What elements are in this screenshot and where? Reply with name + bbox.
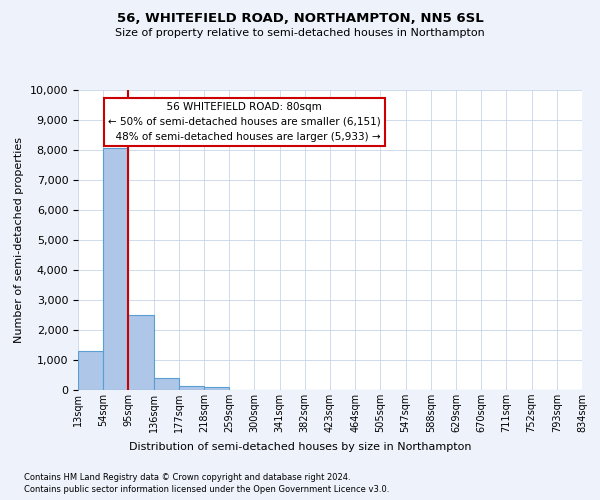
- Bar: [128, 315, 154, 390]
- Y-axis label: Number of semi-detached properties: Number of semi-detached properties: [14, 137, 24, 343]
- Bar: [179, 386, 204, 390]
- Bar: [204, 386, 229, 390]
- Bar: [154, 378, 179, 390]
- Text: 56, WHITEFIELD ROAD, NORTHAMPTON, NN5 6SL: 56, WHITEFIELD ROAD, NORTHAMPTON, NN5 6S…: [116, 12, 484, 26]
- Text: Contains HM Land Registry data © Crown copyright and database right 2024.: Contains HM Land Registry data © Crown c…: [24, 472, 350, 482]
- Bar: [78, 351, 103, 390]
- Text: Distribution of semi-detached houses by size in Northampton: Distribution of semi-detached houses by …: [129, 442, 471, 452]
- Text: Contains public sector information licensed under the Open Government Licence v3: Contains public sector information licen…: [24, 485, 389, 494]
- Text: Size of property relative to semi-detached houses in Northampton: Size of property relative to semi-detach…: [115, 28, 485, 38]
- Bar: [103, 148, 128, 390]
- Text: 56 WHITEFIELD ROAD: 80sqm  
← 50% of semi-detached houses are smaller (6,151)
  : 56 WHITEFIELD ROAD: 80sqm ← 50% of semi-…: [108, 102, 380, 142]
